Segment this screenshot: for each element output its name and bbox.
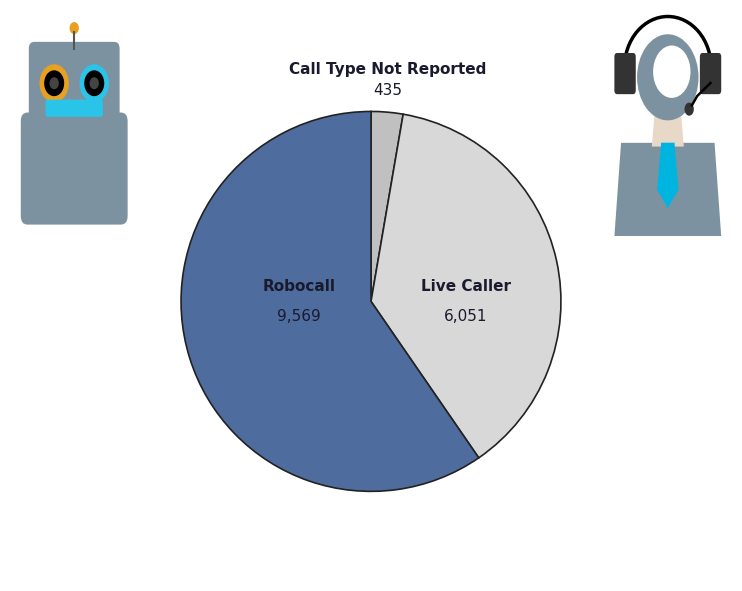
- Polygon shape: [614, 143, 721, 236]
- Text: Robocall: Robocall: [263, 279, 335, 294]
- Circle shape: [637, 34, 698, 121]
- FancyBboxPatch shape: [700, 53, 721, 94]
- Wedge shape: [371, 112, 403, 301]
- Polygon shape: [661, 143, 674, 158]
- FancyBboxPatch shape: [614, 53, 636, 94]
- Circle shape: [85, 70, 104, 96]
- Circle shape: [685, 103, 694, 116]
- Circle shape: [653, 46, 691, 98]
- Circle shape: [70, 22, 79, 34]
- Text: 435: 435: [373, 83, 403, 98]
- FancyBboxPatch shape: [21, 112, 128, 225]
- Circle shape: [79, 64, 109, 102]
- Circle shape: [39, 64, 69, 102]
- Text: 9,569: 9,569: [277, 309, 321, 324]
- Text: Call Type Not Reported: Call Type Not Reported: [289, 62, 487, 77]
- Wedge shape: [371, 114, 561, 458]
- Circle shape: [45, 70, 65, 96]
- Text: Live Caller: Live Caller: [421, 279, 511, 294]
- Polygon shape: [651, 115, 684, 147]
- Wedge shape: [181, 112, 479, 491]
- Circle shape: [90, 77, 99, 89]
- Text: 6,051: 6,051: [444, 309, 487, 324]
- Polygon shape: [657, 143, 678, 209]
- FancyBboxPatch shape: [29, 42, 119, 125]
- FancyBboxPatch shape: [45, 100, 103, 117]
- Circle shape: [50, 77, 59, 89]
